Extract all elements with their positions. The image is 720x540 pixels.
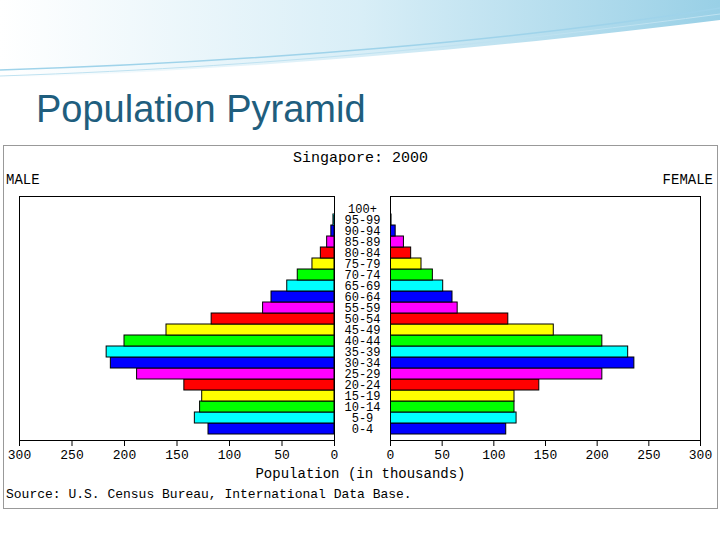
svg-text:10-14: 10-14 xyxy=(344,400,381,415)
html-text:MALE: MALE xyxy=(6,172,40,188)
svg-text:0: 0 xyxy=(331,448,338,463)
svg-text:150: 150 xyxy=(165,448,188,463)
svg-text:60-64: 60-64 xyxy=(344,290,381,305)
svg-text:100: 100 xyxy=(218,448,241,463)
svg-text:250: 250 xyxy=(637,448,660,463)
html-text:Source: U.S. Census Bureau, In: Source: U.S. Census Bureau, Internationa… xyxy=(6,487,412,502)
svg-text:100+: 100+ xyxy=(348,203,377,217)
svg-text:0: 0 xyxy=(387,448,395,463)
svg-text:90-94: 90-94 xyxy=(344,224,381,239)
svg-text:65-69: 65-69 xyxy=(344,279,381,294)
html-text:Population Pyramid: Population Pyramid xyxy=(36,88,366,130)
svg-text:300: 300 xyxy=(8,448,31,463)
svg-text:50: 50 xyxy=(434,448,450,463)
svg-text:95-99: 95-99 xyxy=(344,213,381,228)
svg-text:40-44: 40-44 xyxy=(344,334,381,349)
svg-text:200: 200 xyxy=(113,448,136,463)
svg-text:15-19: 15-19 xyxy=(344,389,381,404)
svg-text:85-89: 85-89 xyxy=(344,235,381,250)
svg-text:300: 300 xyxy=(689,448,712,463)
html-text:FEMALE: FEMALE xyxy=(662,172,713,188)
svg-text:75-79: 75-79 xyxy=(344,257,381,272)
svg-text:50-54: 50-54 xyxy=(344,312,381,327)
svg-text:80-84: 80-84 xyxy=(344,246,381,261)
html-text:Singapore: 2000: Singapore: 2000 xyxy=(293,150,428,167)
svg-text:30-34: 30-34 xyxy=(344,356,381,371)
svg-text:50: 50 xyxy=(274,448,290,463)
svg-text:45-49: 45-49 xyxy=(344,323,381,338)
svg-text:0-4: 0-4 xyxy=(351,422,374,437)
svg-text:25-29: 25-29 xyxy=(344,367,381,382)
svg-text:150: 150 xyxy=(534,448,557,463)
html-text:Population (in thousands): Population (in thousands) xyxy=(255,466,466,482)
svg-text:55-59: 55-59 xyxy=(344,301,381,316)
svg-text:100: 100 xyxy=(482,448,505,463)
svg-text:20-24: 20-24 xyxy=(344,378,381,393)
svg-text:35-39: 35-39 xyxy=(344,345,381,360)
svg-text:70-74: 70-74 xyxy=(344,268,381,283)
svg-text:250: 250 xyxy=(60,448,83,463)
svg-text:200: 200 xyxy=(585,448,608,463)
svg-text:5-9: 5-9 xyxy=(351,411,374,426)
